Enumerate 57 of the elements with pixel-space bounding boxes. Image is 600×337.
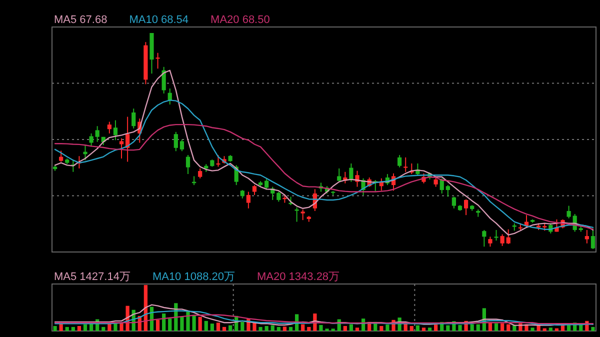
bar (168, 318, 172, 331)
bar (228, 325, 232, 331)
bar (591, 326, 595, 331)
bar (282, 326, 287, 331)
bar (458, 324, 462, 331)
bar (83, 324, 88, 331)
legend: MA5 1427.14万 MA10 1088.20万 MA20 1343.28万 (54, 271, 340, 283)
bar (349, 324, 354, 331)
bar (53, 326, 57, 331)
bar (542, 328, 546, 331)
bar (276, 326, 280, 331)
bar (186, 310, 190, 331)
bar (210, 324, 214, 331)
bar (530, 328, 534, 331)
bar (416, 325, 420, 331)
bar (180, 316, 184, 331)
bar (422, 328, 426, 331)
bar (446, 325, 450, 331)
bar (434, 324, 438, 331)
bar (355, 328, 360, 331)
bar (554, 328, 559, 331)
bar (476, 324, 480, 331)
bar (386, 324, 390, 331)
bar (410, 326, 414, 331)
bar (264, 326, 268, 331)
bar (428, 328, 432, 331)
legend: MA5 67.68 MA10 68.54 MA20 68.50 (54, 14, 270, 26)
bar (307, 326, 311, 331)
bar (288, 326, 293, 331)
bar (258, 326, 262, 331)
bar (494, 323, 498, 331)
bar (252, 322, 256, 331)
bar (71, 326, 75, 331)
bar (579, 324, 583, 331)
bar (270, 325, 274, 331)
bar (192, 315, 196, 331)
bar (59, 324, 63, 331)
bar (114, 324, 118, 331)
bar (506, 324, 510, 331)
bar (77, 326, 82, 331)
bar (470, 324, 474, 331)
bar (198, 316, 202, 331)
bar (216, 322, 220, 331)
bar (204, 320, 208, 331)
bar (500, 323, 504, 331)
bar (65, 326, 69, 331)
bar (108, 324, 112, 331)
bar (156, 320, 160, 331)
bar (548, 328, 552, 331)
bar (319, 324, 323, 331)
bar (102, 326, 106, 331)
bar (343, 326, 347, 331)
bar (162, 314, 166, 331)
bar (380, 326, 384, 331)
bar (301, 324, 305, 331)
bar (222, 326, 226, 331)
bar (240, 322, 244, 331)
